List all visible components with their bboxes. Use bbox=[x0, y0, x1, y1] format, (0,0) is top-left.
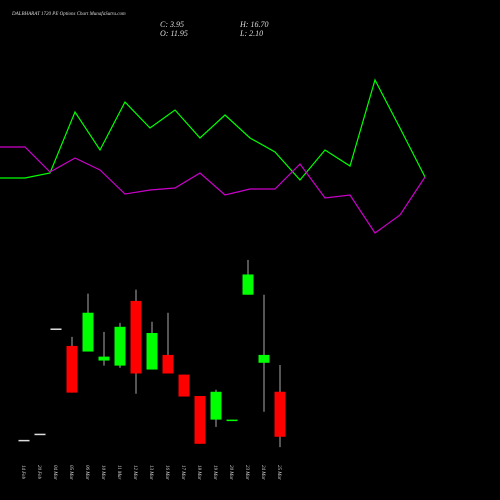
candle-body bbox=[82, 312, 94, 352]
candle-body bbox=[162, 354, 174, 374]
x-tick-label: 12 Mar bbox=[132, 465, 137, 480]
close-label: C: 3.95 bbox=[160, 20, 184, 29]
candle-body bbox=[274, 391, 286, 437]
x-tick-label: 11 Mar bbox=[116, 465, 121, 480]
x-tick-label: 23 Mar bbox=[244, 465, 249, 480]
x-tick-label: 16 Mar bbox=[164, 465, 169, 480]
candle-body bbox=[130, 300, 142, 374]
candle-body bbox=[178, 374, 190, 397]
x-tick-label: 19 Mar bbox=[212, 465, 217, 480]
candle-body bbox=[210, 391, 222, 420]
candle-body bbox=[114, 326, 126, 366]
x-tick-label: 06 Mar bbox=[84, 465, 89, 480]
x-tick-label: 14 Feb bbox=[20, 465, 25, 480]
x-tick-label: 25 Mar bbox=[276, 465, 281, 480]
candle-body bbox=[242, 274, 254, 295]
low-label: L: 2.10 bbox=[239, 29, 263, 38]
x-tick-label: 04 Mar bbox=[52, 465, 57, 480]
x-tick-label: 17 Mar bbox=[180, 465, 185, 480]
x-tick-label: 20 Feb bbox=[36, 465, 41, 480]
chart-title: DALBHARAT 1720 PE Options Chart MunafaSu… bbox=[11, 12, 126, 17]
indicator-line bbox=[0, 146, 426, 234]
candle-body bbox=[34, 433, 46, 436]
x-tick-label: 18 Mar bbox=[196, 465, 201, 480]
high-label: H: 16.70 bbox=[239, 20, 268, 29]
x-tick-label: 05 Mar bbox=[68, 465, 73, 480]
x-tick-label: 20 Mar bbox=[228, 465, 233, 480]
candle-body bbox=[66, 345, 78, 393]
x-tick-label: 13 Mar bbox=[148, 465, 153, 480]
candle-body bbox=[258, 354, 270, 363]
candle-body bbox=[194, 395, 206, 444]
candle-body bbox=[50, 328, 62, 330]
candle-body bbox=[98, 356, 110, 361]
x-tick-label: 24 Mar bbox=[260, 465, 265, 480]
candle-body bbox=[226, 419, 238, 422]
x-tick-label: 10 Mar bbox=[100, 465, 105, 480]
indicator-line bbox=[0, 78, 426, 181]
candle-body bbox=[18, 439, 30, 442]
open-label: O: 11.95 bbox=[160, 29, 188, 38]
candle-body bbox=[146, 332, 158, 370]
